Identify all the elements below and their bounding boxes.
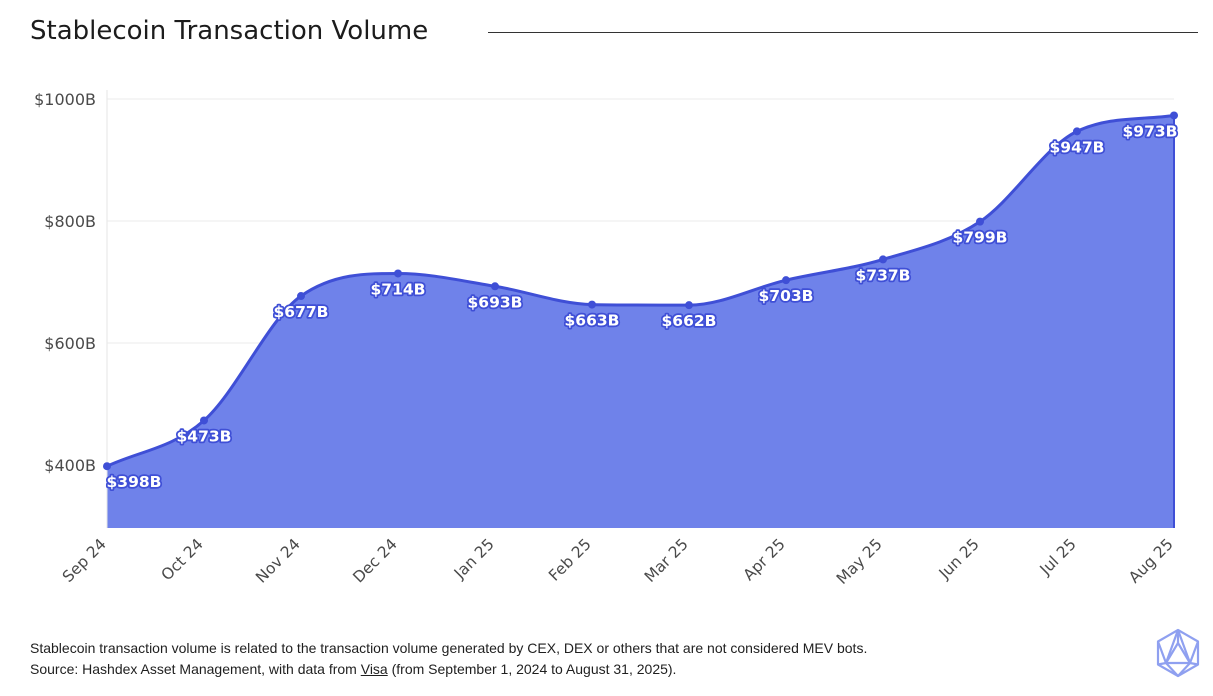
data-label-jul-25: $947B: [1050, 138, 1105, 156]
x-tick-label-oct-24: Oct 24: [158, 535, 207, 584]
data-point-apr-25: [782, 276, 790, 285]
y-tick-label-400: $400B: [44, 456, 96, 475]
hashdex-icosahedron-logo-icon: [1156, 628, 1200, 678]
data-label-dec-24: $714B: [371, 280, 426, 298]
footnote-source-suffix: (from September 1, 2024 to August 31, 20…: [387, 661, 677, 677]
data-label-sep-24: $398B: [107, 473, 162, 491]
x-tick-label-nov-24: Nov 24: [252, 535, 304, 587]
footnote-source: Source: Hashdex Asset Management, with d…: [30, 659, 867, 680]
y-tick-label-600: $600B: [44, 334, 96, 353]
series-line: [106, 113, 1175, 468]
data-label-apr-25: $703B: [759, 287, 814, 305]
x-tick-label-sep-24: Sep 24: [59, 535, 110, 586]
x-tick-label-feb-25: Feb 25: [545, 535, 595, 585]
data-label-jun-25: $799B: [953, 229, 1008, 247]
data-point-jul-25: [1073, 127, 1081, 136]
data-label-jan-25: $693B: [468, 293, 523, 311]
data-points: [103, 111, 1178, 471]
data-label-nov-24: $677B: [274, 303, 329, 321]
data-point-may-25: [879, 255, 887, 264]
data-point-aug-25: [1170, 111, 1178, 120]
x-tick-label-aug-25: Aug 25: [1125, 535, 1177, 587]
data-point-dec-24: [394, 269, 402, 278]
x-tick-label-mar-25: Mar 25: [641, 535, 692, 586]
y-tick-label-800: $800B: [44, 212, 96, 231]
data-point-oct-24: [200, 416, 208, 425]
data-label-feb-25: $663B: [565, 312, 620, 330]
chart-title: Stablecoin Transaction Volume: [30, 16, 429, 46]
x-tick-label-dec-24: Dec 24: [349, 535, 400, 586]
area-chart: $400B $600B $800B $1000B $398B $473B $677B $71…: [34, 90, 1179, 588]
visa-source-link[interactable]: Visa: [360, 661, 388, 677]
y-axis-tick-labels: $400B $600B $800B $1000B: [34, 90, 96, 475]
x-tick-label-jan-25: Jan 25: [450, 535, 498, 583]
data-label-aug-25: $973B: [1123, 122, 1178, 140]
x-tick-label-apr-25: Apr 25: [740, 535, 789, 584]
footnote: Stablecoin transaction volume is related…: [30, 638, 867, 680]
axis-lines: [106, 90, 1175, 528]
x-tick-label-jul-25: Jul 25: [1036, 535, 1080, 579]
data-label-oct-24: $473B: [177, 427, 232, 445]
area-fill-layer: [107, 115, 1174, 528]
data-labels: $398B $473B $677B $714B $693B $663B $662B $703B…: [105, 121, 1179, 493]
title-rule: [488, 32, 1198, 33]
data-point-sep-24: [103, 462, 111, 471]
data-point-jun-25: [976, 217, 984, 226]
footnote-source-prefix: Source: Hashdex Asset Management, with d…: [30, 661, 361, 677]
data-point-nov-24: [297, 292, 305, 301]
series-line-layer: [106, 113, 1175, 468]
data-point-feb-25: [588, 300, 596, 309]
x-tick-label-jun-25: Jun 25: [935, 535, 983, 583]
footnote-definition: Stablecoin transaction volume is related…: [30, 640, 868, 656]
data-point-mar-25: [685, 301, 693, 310]
data-point-jan-25: [491, 282, 499, 291]
data-label-may-25: $737B: [856, 266, 911, 284]
x-axis-tick-labels: Sep 24 Oct 24 Nov 24 Dec 24 Jan 25 Feb 25 Mar …: [59, 535, 1177, 588]
x-tick-label-may-25: May 25: [833, 535, 886, 588]
area-fill: [107, 115, 1174, 528]
data-label-mar-25: $662B: [662, 312, 717, 330]
y-tick-label-1000: $1000B: [34, 90, 96, 109]
